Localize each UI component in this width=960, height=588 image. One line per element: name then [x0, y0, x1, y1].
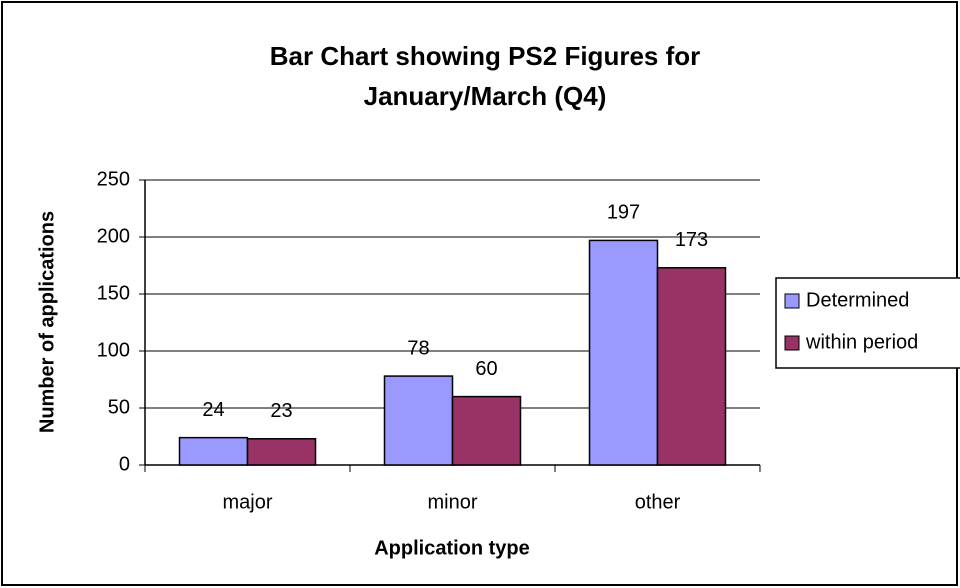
legend-label: within period	[805, 331, 918, 353]
y-tick-label: 150	[97, 282, 130, 304]
bar	[383, 375, 454, 466]
bar	[451, 395, 522, 466]
bar	[588, 239, 659, 466]
bar	[656, 267, 727, 466]
data-label: 24	[202, 399, 224, 421]
legend-label: Determined	[806, 289, 909, 311]
data-label: 23	[270, 400, 292, 422]
bar	[178, 436, 249, 466]
y-tick-label: 0	[119, 453, 130, 475]
y-tick-label: 100	[97, 339, 130, 361]
chart-title: January/March (Q4)	[364, 81, 607, 111]
legend-swatch	[784, 335, 800, 351]
y-tick-label: 50	[108, 396, 130, 418]
x-tick-label: major	[222, 491, 272, 513]
legend-box	[775, 277, 960, 369]
x-tick-label: other	[635, 491, 681, 513]
chart-title: Bar Chart showing PS2 Figures for	[270, 41, 701, 71]
data-label: 173	[675, 229, 708, 251]
y-axis-label: Number of applications	[36, 211, 58, 433]
y-tick-label: 250	[97, 168, 130, 190]
data-label: 60	[475, 358, 497, 380]
bar	[246, 438, 317, 466]
x-tick-label: minor	[427, 491, 477, 513]
data-label: 78	[407, 337, 429, 359]
y-tick-label: 200	[97, 225, 130, 247]
legend-swatch	[784, 293, 800, 309]
data-label: 197	[607, 202, 640, 224]
x-axis-label: Application type	[374, 537, 530, 559]
